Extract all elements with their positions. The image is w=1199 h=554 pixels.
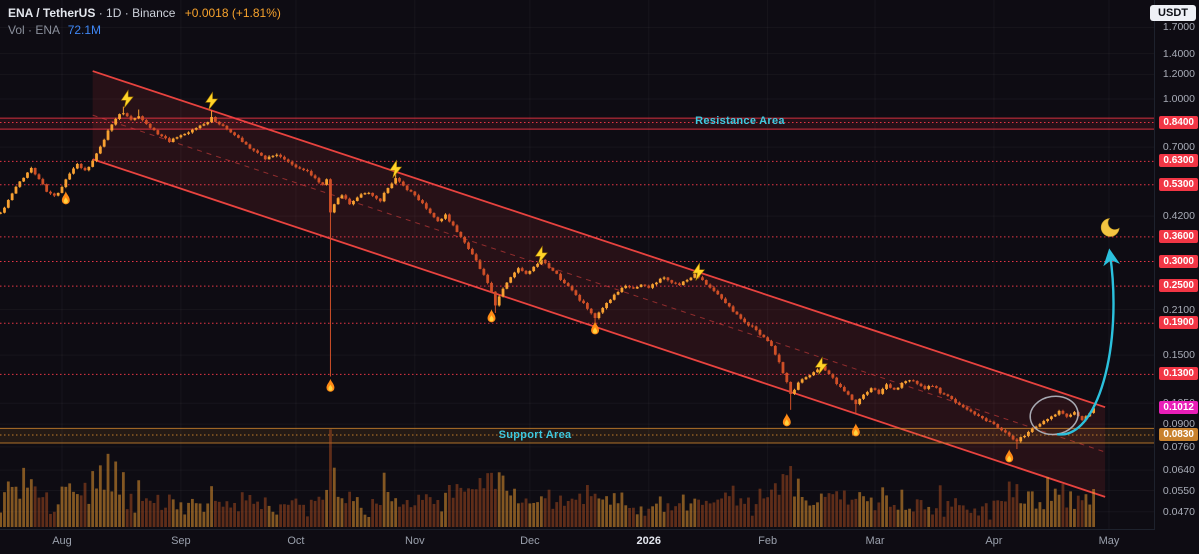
moon-icon[interactable] — [1100, 218, 1120, 237]
volume-label[interactable]: Vol · ENA — [8, 23, 60, 37]
volume-bars — [0, 429, 1096, 527]
price-axis[interactable]: 1.7000 1.4000 1.2000 1.0000 0.7000 0.4200 0.21… — [1154, 0, 1199, 529]
candles — [0, 106, 1096, 450]
price-level-label: 0.3600 — [1159, 229, 1198, 243]
time-tick: Feb — [758, 535, 778, 547]
price-level-label: 0.3000 — [1159, 254, 1198, 268]
price-tick: 0.7000 — [1162, 141, 1195, 154]
price-tick: 0.4200 — [1162, 210, 1195, 223]
price-level-label: 0.1900 — [1159, 316, 1198, 330]
time-tick: 2026 — [636, 535, 661, 547]
fire-icon[interactable] — [487, 309, 496, 323]
grid-lines — [0, 0, 1155, 529]
current-price-label: 0.1012 — [1159, 401, 1198, 415]
price-tick: 0.0550 — [1162, 484, 1195, 497]
time-tick: Mar — [865, 535, 885, 547]
time-axis[interactable]: Aug Sep Oct Nov Dec 2026 Feb Mar Apr May — [0, 529, 1155, 554]
price-level-lines[interactable] — [0, 122, 1155, 436]
support-area-label[interactable]: Support Area — [498, 429, 572, 441]
legend-row-volume: Vol · ENA 72.1M — [8, 22, 281, 39]
time-tick: Aug — [52, 535, 72, 547]
time-tick: Nov — [405, 535, 425, 547]
price-tick: 0.2100 — [1162, 303, 1195, 316]
price-level-label: 0.1300 — [1159, 367, 1198, 381]
separator: · — [98, 6, 103, 20]
price-tick: 1.7000 — [1162, 21, 1195, 34]
lightning-icon[interactable] — [205, 92, 218, 111]
time-tick: Oct — [287, 535, 305, 547]
fire-icon[interactable] — [782, 413, 791, 427]
time-tick: Apr — [985, 535, 1003, 547]
time-tick: May — [1098, 535, 1120, 547]
price-level-label: 0.6300 — [1159, 154, 1198, 168]
candlestick-chart[interactable] — [0, 0, 1155, 529]
currency-toggle-button[interactable]: USDT — [1150, 5, 1196, 21]
price-tick: 0.0760 — [1162, 440, 1195, 453]
price-tick: 0.1500 — [1162, 349, 1195, 362]
fire-icon[interactable] — [851, 423, 860, 437]
price-tick: 1.2000 — [1162, 68, 1195, 81]
price-change: +0.0018 (+1.81%) — [184, 6, 281, 20]
time-tick: Sep — [171, 535, 191, 547]
price-level-label: 0.0830 — [1159, 428, 1198, 441]
timeframe[interactable]: 1D — [106, 6, 122, 20]
price-tick: 1.4000 — [1162, 47, 1195, 60]
descending-channel[interactable] — [92, 70, 1106, 498]
highlight-circle[interactable] — [1028, 393, 1081, 437]
projection-arrow[interactable] — [1057, 248, 1120, 436]
price-tick: 1.0000 — [1162, 93, 1195, 105]
price-tick: 0.0900 — [1162, 418, 1195, 431]
price-tick: 0.0470 — [1162, 505, 1195, 518]
volume-value: 72.1M — [67, 23, 102, 37]
resistance-area-label[interactable]: Resistance Area — [695, 115, 785, 127]
symbol-title[interactable]: ENA / TetherUS — [8, 6, 96, 20]
fire-icon[interactable] — [326, 378, 335, 392]
price-level-label: 0.8400 — [1159, 115, 1198, 129]
legend-row-main: ENA / TetherUS · 1D · Binance +0.0018 (+… — [8, 5, 281, 22]
price-level-label: 0.2500 — [1159, 279, 1198, 293]
symbol-legend: ENA / TetherUS · 1D · Binance +0.0018 (+… — [8, 5, 281, 39]
time-tick: Dec — [520, 535, 540, 547]
separator: · — [124, 6, 129, 20]
fire-icon[interactable] — [61, 191, 70, 205]
price-tick: 0.0640 — [1162, 464, 1195, 477]
drawing-annotations[interactable] — [61, 90, 1120, 463]
price-level-label: 0.5300 — [1159, 177, 1198, 191]
exchange: Binance — [132, 6, 176, 20]
